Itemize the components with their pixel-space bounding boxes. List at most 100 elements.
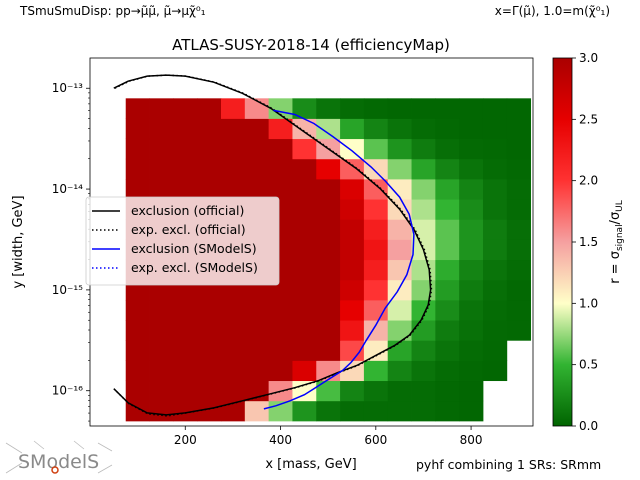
- heatmap-cell: [197, 340, 222, 361]
- heatmap-cell: [173, 98, 198, 119]
- heatmap-cell: [482, 158, 508, 180]
- x-tick-label: 200: [174, 433, 197, 447]
- heatmap-cell: [268, 98, 293, 119]
- heatmap-cell: [149, 118, 174, 140]
- heatmap-cell: [292, 178, 317, 200]
- heatmap-cell: [316, 98, 341, 119]
- heatmap-cell: [316, 239, 341, 261]
- heatmap-cell: [149, 320, 174, 341]
- y-tick-label: 10⁻¹⁶: [52, 384, 83, 398]
- heatmap-cell: [244, 178, 270, 200]
- heatmap-cell: [173, 158, 198, 180]
- heatmap-cell: [435, 279, 460, 301]
- heatmap-cell: [292, 199, 317, 220]
- heatmap-cell: [363, 340, 389, 361]
- heatmap-cell: [363, 239, 389, 261]
- heatmap-cell: [411, 279, 436, 301]
- heatmap-cell: [363, 118, 389, 140]
- heatmap-cell: [220, 118, 246, 140]
- heatmap-cell: [125, 299, 150, 321]
- heatmap-cell: [411, 138, 436, 160]
- colorbar-tick-label: 0.5: [579, 358, 598, 372]
- heatmap-cell: [411, 340, 436, 361]
- heatmap-cell: [411, 380, 436, 402]
- heatmap-cell: [197, 320, 222, 341]
- heatmap-cell: [482, 118, 508, 140]
- heatmap-cell: [387, 138, 412, 160]
- heatmap-cell: [268, 138, 293, 160]
- heatmap-cell: [149, 380, 174, 402]
- heatmap-cell: [435, 259, 460, 281]
- heatmap-cell: [435, 299, 460, 321]
- heatmap-cell: [268, 320, 293, 341]
- heatmap-cell: [220, 158, 246, 180]
- heatmap-cell: [387, 158, 412, 180]
- heatmap-cell: [363, 178, 389, 200]
- heatmap-cell: [149, 98, 174, 119]
- heatmap-cell: [244, 138, 270, 160]
- exclusion-curves: [113, 74, 433, 417]
- logo-feynman-lines: [5, 440, 113, 474]
- heatmap-cell: [316, 178, 341, 200]
- heatmap-cell: [459, 178, 484, 200]
- heatmap-cell: [387, 98, 412, 119]
- heatmap-cell: [435, 400, 460, 422]
- colorbar-ticks: 0.0 0.5 1.0 1.5 2.0 2.5 3.0: [572, 51, 598, 433]
- heatmap-cell: [292, 118, 317, 140]
- heatmap-cell: [363, 219, 389, 240]
- heatmap-cell: [244, 400, 270, 422]
- legend-box: [85, 196, 280, 286]
- heatmap-cell: [268, 360, 293, 382]
- heatmap-cell: [363, 199, 389, 220]
- heatmap-cell: [435, 158, 460, 180]
- heatmap-cell: [220, 98, 246, 119]
- heatmap-cell: [411, 219, 436, 240]
- heatmap-cell: [411, 158, 436, 180]
- heatmap-cell: [363, 158, 389, 180]
- heatmap-cell: [173, 340, 198, 361]
- heatmap-cell: [459, 259, 484, 281]
- heatmap-cell: [340, 299, 365, 321]
- heatmap-cell: [244, 118, 270, 140]
- heatmap-cell: [316, 279, 341, 301]
- heatmap-cell: [220, 178, 246, 200]
- heatmap-cell: [173, 299, 198, 321]
- heatmap-cell: [506, 259, 532, 281]
- heatmap-cell: [125, 380, 150, 402]
- heatmap-cell: [435, 360, 460, 382]
- heatmap-cell: [173, 178, 198, 200]
- colorbar-tick-label: 1.5: [579, 235, 598, 249]
- colorbar-gradient: [552, 57, 573, 427]
- heatmap-cell: [244, 340, 270, 361]
- heatmap-cell: [125, 178, 150, 200]
- heatmap-cell: [459, 118, 484, 140]
- heatmap-cell: [220, 380, 246, 402]
- heatmap-cell: [482, 138, 508, 160]
- heatmap-cell: [387, 178, 412, 200]
- heatmap-cell: [387, 380, 412, 402]
- heatmap-cell: [197, 118, 222, 140]
- colorbar-tick-label: 2.5: [579, 112, 598, 126]
- heatmap-cell: [316, 299, 341, 321]
- heatmap-cell: [482, 320, 508, 341]
- heatmap-cell: [506, 219, 532, 240]
- heatmap-cell: [387, 279, 412, 301]
- heatmap-cell: [387, 360, 412, 382]
- heatmap-cell: [292, 98, 317, 119]
- heatmap-cell: [173, 138, 198, 160]
- heatmap-cell: [125, 360, 150, 382]
- heatmap-cell: [363, 259, 389, 281]
- y-tick-label: 10⁻¹³: [52, 81, 83, 95]
- heatmap-cell: [482, 98, 508, 119]
- heatmap-cell: [482, 239, 508, 261]
- heatmap-cell: [125, 340, 150, 361]
- heatmap-cell: [387, 400, 412, 422]
- heatmap-cell: [292, 340, 317, 361]
- heatmap-cell: [268, 299, 293, 321]
- legend-label: exp. excl. (SModelS): [131, 260, 258, 275]
- heatmap-cell: [459, 199, 484, 220]
- curve-exclusion-smodels: [263, 109, 415, 410]
- heatmap-cell: [506, 320, 532, 341]
- x-axis-label: x [mass, GeV]: [265, 457, 356, 472]
- colorbar-label: r = σsignal/σUL: [608, 200, 625, 284]
